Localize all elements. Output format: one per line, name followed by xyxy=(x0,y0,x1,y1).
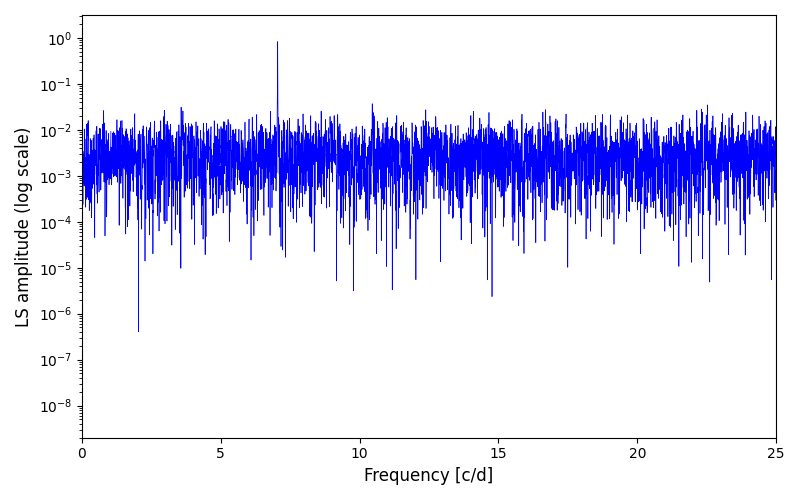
X-axis label: Frequency [c/d]: Frequency [c/d] xyxy=(364,467,494,485)
Y-axis label: LS amplitude (log scale): LS amplitude (log scale) xyxy=(15,126,33,326)
